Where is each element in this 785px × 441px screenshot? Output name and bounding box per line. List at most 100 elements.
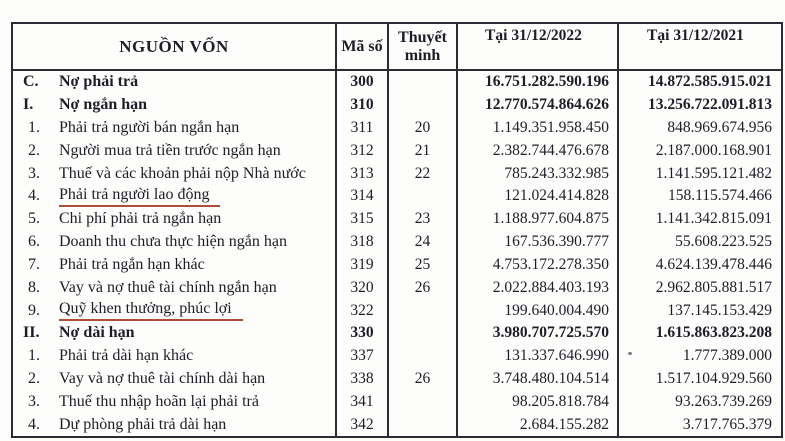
table-row: 3. Thuế và các khoản phải nộp Nhà nước 3… xyxy=(13,162,781,186)
row-index: 2. xyxy=(28,141,40,159)
row-code: 322 xyxy=(337,299,389,322)
row-index: 4. xyxy=(28,187,40,205)
row-code: 320 xyxy=(337,276,389,300)
row-note xyxy=(389,321,458,345)
row-name-cell: 5. Chi phí phải trả ngắn hạn xyxy=(13,207,337,231)
row-value-2021: 3.717.765.379 xyxy=(682,415,772,433)
table-row: 2. Người mua trả tiền trước ngắn hạn 312… xyxy=(13,139,781,163)
row-note: 21 xyxy=(389,139,458,163)
row-code: 311 xyxy=(337,116,389,140)
table-row: II. Nợ dài hạn 330 3.980.707.725.570 1.6… xyxy=(13,321,781,345)
row-name-cell: 6. Doanh thu chưa thực hiện ngắn hạn xyxy=(13,230,337,254)
row-index: 4. xyxy=(28,415,40,433)
row-code: 330 xyxy=(337,321,389,345)
row-value-2022: 1.188.977.604.875 xyxy=(458,207,619,231)
row-note xyxy=(389,390,458,414)
table-row: I. Nợ ngắn hạn 310 12.770.574.864.626 13… xyxy=(13,93,781,117)
row-note: 20 xyxy=(389,116,458,140)
row-note: 24 xyxy=(389,230,458,254)
row-name-cell: II. Nợ dài hạn xyxy=(13,321,337,345)
row-code: 341 xyxy=(337,390,389,414)
row-name-cell: 2. Vay và nợ thuê tài chính dài hạn xyxy=(13,367,337,391)
row-label: Vay và nợ thuê tài chính ngắn hạn xyxy=(59,278,277,296)
row-note xyxy=(389,299,458,322)
row-value-2022: 785.243.332.985 xyxy=(458,162,619,186)
row-index: I. xyxy=(23,96,34,114)
row-value-2022: 131.337.646.990 xyxy=(458,344,619,368)
row-name-cell: 1. Phải trả dài hạn khác xyxy=(13,344,337,368)
row-index: 8. xyxy=(28,278,40,296)
row-value-2021: 1.615.863.823.208 xyxy=(655,324,772,342)
row-label: Phải trả người lao động xyxy=(59,186,221,207)
row-note xyxy=(389,71,458,94)
row-code: 312 xyxy=(337,139,389,163)
row-code: 337 xyxy=(337,344,389,368)
row-code: 338 xyxy=(337,367,389,391)
row-value-2022: 1.149.351.958.450 xyxy=(458,116,619,140)
row-label: Thuế thu nhập hoãn lại phải trả xyxy=(59,392,259,410)
table-row: 6. Doanh thu chưa thực hiện ngắn hạn 318… xyxy=(13,230,781,254)
row-code: 315 xyxy=(337,207,389,231)
row-name-cell: 9. Quỹ khen thưởng, phúc lợi xyxy=(13,299,337,322)
row-label: Nợ dài hạn xyxy=(59,324,135,342)
row-name-cell: 3. Thuế thu nhập hoãn lại phải trả xyxy=(13,390,337,414)
table-row: 4. Dự phòng phải trả dài hạn 342 2.684.1… xyxy=(13,413,781,436)
row-label: Dự phòng phải trả dài hạn xyxy=(59,415,227,433)
row-code: 314 xyxy=(337,185,389,208)
row-note xyxy=(389,344,458,368)
row-value-2021: 1.777.389.000 xyxy=(682,347,772,365)
table-row: 8. Vay và nợ thuê tài chính ngắn hạn 320… xyxy=(13,276,781,300)
row-index: 7. xyxy=(28,255,40,273)
row-label: Phải trả ngắn hạn khác xyxy=(59,255,205,273)
row-note: 25 xyxy=(389,253,458,277)
row-index: 2. xyxy=(28,369,40,387)
header-thuyet-minh: Thuyết minh xyxy=(389,24,458,69)
row-index: C. xyxy=(23,73,39,91)
table-header-row: NGUỒN VỐN Mã số Thuyết minh Tại 31/12/20… xyxy=(13,24,781,71)
table-row: 1. Phải trả người bán ngắn hạn 311 20 1.… xyxy=(13,116,781,140)
row-index: 5. xyxy=(28,210,40,228)
scan-artifact-dot xyxy=(628,352,632,355)
table-row: 4. Phải trả người lao động 314 121.024.4… xyxy=(13,185,781,208)
row-value-2021: 1.141.342.815.091 xyxy=(655,210,772,228)
row-label: Nợ phải trả xyxy=(59,73,139,91)
header-ma-so: Mã số xyxy=(337,24,389,69)
row-name-cell: 2. Người mua trả tiền trước ngắn hạn xyxy=(13,139,337,163)
row-value-2021: 137.145.153.429 xyxy=(667,301,772,319)
row-value-2021: 1.517.104.929.560 xyxy=(655,369,772,387)
row-value-2021: 2.962.805.881.517 xyxy=(655,278,772,296)
row-name-cell: 4. Phải trả người lao động xyxy=(13,185,337,208)
table-row: 2. Vay và nợ thuê tài chính dài hạn 338 … xyxy=(13,367,781,391)
row-note: 26 xyxy=(389,367,458,391)
row-value-2022: 2.022.884.403.193 xyxy=(458,276,619,300)
row-index: 3. xyxy=(28,164,40,182)
row-code: 319 xyxy=(337,253,389,277)
row-value-2022: 121.024.414.828 xyxy=(458,185,619,208)
row-index: 1. xyxy=(28,119,40,137)
row-label: Doanh thu chưa thực hiện ngắn hạn xyxy=(59,233,287,251)
row-index: 3. xyxy=(28,392,40,410)
row-label: Quỹ khen thưởng, phúc lợi xyxy=(59,300,243,322)
row-value-2021: 1.141.595.121.482 xyxy=(655,164,772,182)
row-value-2022: 2.382.744.476.678 xyxy=(458,139,619,163)
table-row: 7. Phải trả ngắn hạn khác 319 25 4.753.1… xyxy=(13,253,781,277)
row-index: 9. xyxy=(28,301,40,319)
row-code: 310 xyxy=(337,93,389,117)
row-index: II. xyxy=(23,324,40,342)
row-label: Thuế và các khoản phải nộp Nhà nước xyxy=(59,164,306,182)
row-index: 1. xyxy=(28,347,40,365)
header-date-2021: Tại 31/12/2021 xyxy=(647,27,744,44)
row-label: Vay và nợ thuê tài chính dài hạn xyxy=(59,369,266,387)
row-label: Người mua trả tiền trước ngắn hạn xyxy=(59,141,281,159)
header-nguon-von: NGUỒN VỐN xyxy=(13,24,337,69)
row-note: 22 xyxy=(389,162,458,186)
row-label: Phải trả người bán ngắn hạn xyxy=(59,119,240,137)
table-row: C. Nợ phải trả 300 16.751.282.590.196 14… xyxy=(13,71,781,94)
row-value-2022: 4.753.172.278.350 xyxy=(458,253,619,277)
header-date-2022: Tại 31/12/2022 xyxy=(458,24,619,69)
row-value-2022: 3.980.707.725.570 xyxy=(458,321,619,345)
row-code: 342 xyxy=(337,413,389,436)
row-index: 6. xyxy=(28,233,40,251)
row-note xyxy=(389,413,458,436)
table-row: 1. Phải trả dài hạn khác 337 131.337.646… xyxy=(13,344,781,368)
